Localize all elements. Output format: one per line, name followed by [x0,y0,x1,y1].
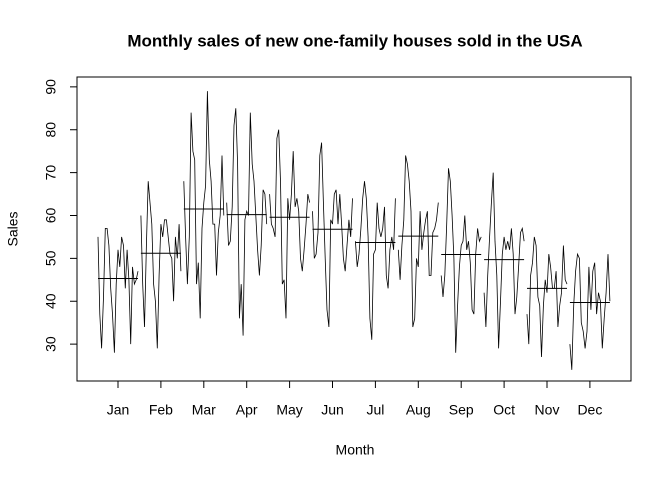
x-tick-label: Nov [535,402,560,418]
y-tick-label: 40 [43,293,59,309]
y-tick-label: 60 [43,207,59,223]
month-line [526,236,568,358]
y-axis-label: Sales [5,211,21,246]
month-line [140,181,182,349]
x-tick-label: Jun [321,402,344,418]
x-tick-label: Apr [236,402,258,418]
x-tick-label: Oct [493,402,515,418]
month-line [355,181,396,340]
month-line [397,155,439,328]
month-line [183,91,225,319]
x-tick-label: Jan [107,402,130,418]
x-tick-label: May [276,402,302,418]
x-tick-label: Dec [577,402,602,418]
x-axis-label: Month [336,442,375,458]
y-tick-label: 50 [43,250,59,266]
chart-title: Monthly sales of new one-family houses s… [127,31,582,50]
month-line [226,108,268,336]
y-tick-label: 30 [43,336,59,352]
month-line [312,142,353,328]
x-tick-label: Sep [449,402,474,418]
y-tick-label: 70 [43,165,59,181]
x-tick-label: Feb [149,402,173,418]
x-tick-label: Mar [192,402,216,418]
x-tick-label: Jul [366,402,384,418]
plot-frame [76,76,632,382]
x-tick-label: Aug [406,402,431,418]
month-line [97,227,139,353]
month-line [483,172,525,349]
month-line [569,252,611,370]
y-tick-label: 90 [43,79,59,95]
y-tick-label: 80 [43,122,59,138]
month-line [440,168,482,353]
month-line [269,129,310,319]
